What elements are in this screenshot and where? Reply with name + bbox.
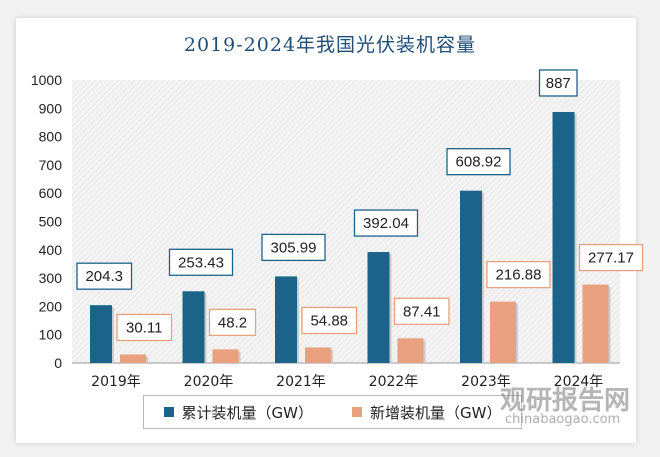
bar-cumulative: [460, 190, 482, 363]
data-label: 54.88: [310, 312, 348, 329]
data-label-box: [208, 308, 257, 337]
data-label-box: [353, 209, 419, 237]
y-tick-label: 800: [39, 129, 63, 145]
bar-new: [490, 301, 516, 363]
data-label-box: [578, 243, 644, 272]
y-tick-label: 900: [39, 100, 63, 116]
data-label: 216.88: [496, 267, 542, 284]
bar-cumulative: [182, 291, 205, 363]
data-label-box: [393, 297, 450, 325]
data-label-box: [301, 306, 358, 335]
x-tick-label: 2022年: [369, 374, 419, 390]
data-label-box: [261, 233, 326, 262]
legend-label: 新增装机量（GW）: [370, 403, 502, 422]
data-label: 608.92: [456, 154, 502, 171]
data-label-box: [168, 248, 234, 276]
bar-cumulative: [90, 305, 112, 363]
x-tick-label: 2021年: [276, 374, 326, 390]
watermark-url: chinabaogao.com: [505, 412, 621, 427]
data-label: 204.3: [85, 268, 123, 285]
data-label-box: [116, 313, 173, 342]
x-tick-label: 2023年: [461, 374, 511, 390]
legend-item-new: 新增装机量（GW）: [352, 402, 501, 423]
data-label-box: [486, 260, 551, 289]
data-label: 87.41: [403, 303, 441, 320]
chart-title: 2019-2024年我国光伏装机容量: [183, 34, 477, 56]
y-tick-label: 0: [54, 355, 62, 371]
y-tick-label: 700: [39, 157, 63, 173]
data-label: 253.43: [178, 254, 224, 271]
data-label-box: [76, 262, 133, 290]
x-tick-label: 2024年: [554, 374, 604, 390]
bar-new: [397, 338, 424, 363]
bar-new: [120, 354, 146, 363]
bar-new: [582, 284, 609, 363]
y-tick-label: 300: [39, 270, 63, 286]
bar-cumulative: [552, 111, 575, 363]
watermark-logo: 观研报告网: [500, 386, 631, 416]
legend-swatch: [352, 407, 363, 417]
y-tick-label: 100: [39, 327, 63, 343]
y-tick-label: 600: [39, 185, 63, 201]
bar-new: [305, 347, 331, 363]
x-tick-label: 2019年: [91, 374, 141, 390]
legend-item-cumulative: 累计装机量（GW）: [163, 402, 313, 423]
data-label: 48.2: [218, 314, 247, 331]
y-tick-label: 1000: [31, 72, 62, 88]
y-tick-label: 200: [39, 298, 63, 314]
y-tick-label: 500: [39, 214, 63, 230]
data-label: 887: [546, 75, 571, 92]
data-label-box: [446, 148, 511, 176]
data-label: 305.99: [271, 239, 317, 256]
legend: 累计装机量（GW） 新增装机量（GW）: [143, 395, 522, 429]
data-label: 30.11: [126, 319, 162, 336]
bar-new: [212, 349, 239, 363]
data-label: 277.17: [588, 250, 634, 267]
bar-cumulative: [275, 276, 297, 363]
data-label-box: [538, 69, 578, 97]
legend-label: 累计装机量（GW）: [181, 403, 313, 422]
y-tick-label: 400: [39, 242, 63, 258]
bar-cumulative: [367, 252, 390, 363]
data-label: 392.04: [363, 215, 409, 232]
x-tick-label: 2020年: [184, 374, 234, 390]
legend-swatch: [163, 407, 174, 417]
